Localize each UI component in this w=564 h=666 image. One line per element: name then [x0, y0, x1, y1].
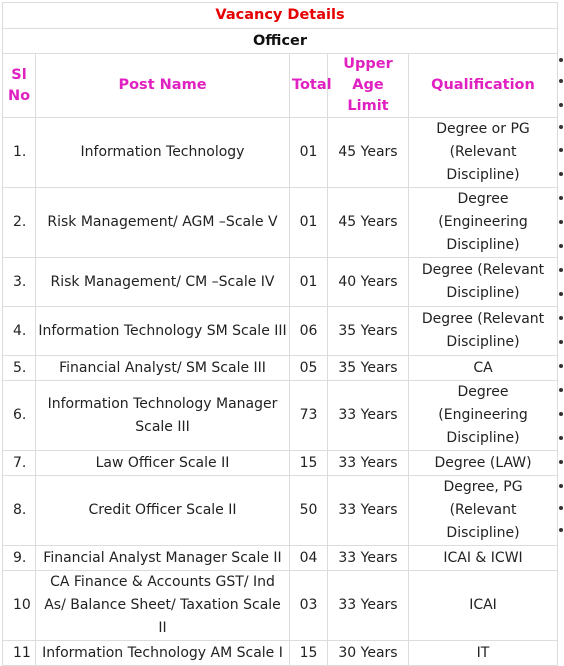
cell-total: 01 — [289, 117, 328, 188]
bullet-dot — [559, 292, 563, 296]
cell-sl: 8. — [2, 475, 36, 546]
cell-qualification: Degree (LAW) — [407, 450, 559, 476]
table-row: 2. Risk Management/ AGM –Scale V 01 45 Year… — [2, 187, 559, 258]
cell-age-limit: 33 Years — [327, 380, 409, 451]
cell-post-name: Credit Officer Scale II — [35, 475, 290, 546]
bullet-dot — [559, 316, 563, 320]
bullet-dot — [559, 268, 563, 272]
title-row: Vacancy Details — [1, 2, 559, 29]
cell-total: 04 — [289, 545, 328, 571]
table-row: 9. Financial Analyst Manager Scale II 04 33… — [2, 545, 559, 571]
cell-age-limit: 35 Years — [327, 355, 409, 381]
cell-sl: 4. — [2, 306, 36, 356]
cell-qualification: Degree, PG (Relevant Discipline) — [407, 475, 559, 546]
cell-qualification: IT — [407, 640, 559, 666]
cell-sl: 2. — [2, 187, 36, 258]
bullet-dot — [559, 244, 563, 248]
cell-total: 03 — [289, 570, 328, 641]
cell-total: 01 — [289, 257, 328, 307]
table-row: 8. Credit Officer Scale II 50 33 Years Degre… — [2, 475, 559, 546]
header-row: Sl No Post Name Total Upper Age Limit Qu… — [2, 53, 559, 118]
bullet-dot — [559, 148, 563, 152]
cell-qualification: ICAI — [407, 570, 559, 641]
cell-qualification: Degree (Relevant Discipline) — [407, 306, 559, 356]
cell-post-name: Information Technology Manager Scale III — [35, 380, 290, 451]
header-sl: Sl No — [2, 53, 36, 118]
table-row: 3. Risk Management/ CM –Scale IV 01 40 Year… — [2, 257, 559, 307]
cell-sl: 7. — [2, 450, 36, 476]
cell-qualification: Degree (Relevant Discipline) — [407, 257, 559, 307]
table-row: 7. Law Officer Scale II 15 33 Years Degree (… — [2, 450, 559, 476]
cell-sl: 9. — [2, 545, 36, 571]
cell-age-limit: 30 Years — [327, 640, 409, 666]
cell-age-limit: 45 Years — [327, 187, 409, 258]
header-age: Upper Age Limit — [327, 53, 409, 118]
cell-qualification: Degree (Engineering Discipline) — [407, 380, 559, 451]
table-row: 11 Information Technology AM Scale I 15 30 … — [2, 640, 559, 666]
table-row: 5. Financial Analyst/ SM Scale III 05 35 Ye… — [2, 355, 559, 381]
cell-age-limit: 45 Years — [327, 117, 409, 188]
cell-age-limit: 35 Years — [327, 306, 409, 356]
table-title: Vacancy Details — [1, 2, 559, 29]
cell-post-name: Law Officer Scale II — [35, 450, 290, 476]
cell-sl: 10 — [2, 570, 36, 641]
header-post: Post Name — [35, 53, 290, 118]
bullet-dot — [559, 172, 563, 176]
bullet-dot — [559, 460, 563, 464]
bullet-dot — [559, 506, 563, 510]
table-row: 4. Information Technology SM Scale III 06 3… — [2, 306, 559, 356]
cell-post-name: Financial Analyst/ SM Scale III — [35, 355, 290, 381]
bullet-dot — [559, 103, 563, 107]
bullet-dot — [559, 528, 563, 532]
cell-total: 15 — [289, 450, 328, 476]
table-row: 1. Information Technology 01 45 Years Degree… — [2, 117, 559, 188]
cell-total: 06 — [289, 306, 328, 356]
bullet-dot — [559, 436, 563, 440]
bullet-dot — [559, 364, 563, 368]
bullet-dot — [559, 125, 563, 129]
cell-post-name: Information Technology AM Scale I — [35, 640, 290, 666]
bullet-dot — [559, 340, 563, 344]
header-total: Total — [289, 53, 332, 118]
cell-sl: 5. — [2, 355, 36, 381]
bullet-dot — [559, 412, 563, 416]
cell-sl: 1. — [2, 117, 36, 188]
bullet-dot — [559, 58, 563, 62]
cell-post-name: Financial Analyst Manager Scale II — [35, 545, 290, 571]
bullet-dot — [559, 196, 563, 200]
category-row: Officer — [1, 28, 559, 54]
cell-total: 15 — [289, 640, 328, 666]
bullet-dot — [559, 388, 563, 392]
bullet-dot — [559, 220, 563, 224]
cell-age-limit: 33 Years — [327, 545, 409, 571]
cell-qualification: Degree (Engineering Discipline) — [407, 187, 559, 258]
cell-post-name: Information Technology — [35, 117, 290, 188]
cell-age-limit: 33 Years — [327, 450, 409, 476]
table-row: 10 CA Finance & Accounts GST/ Ind As/ Bal… — [2, 570, 559, 641]
cell-sl: 6. — [2, 380, 36, 451]
category-label: Officer — [1, 28, 559, 54]
cell-total: 05 — [289, 355, 328, 381]
cell-sl: 11 — [2, 640, 36, 666]
cell-total: 01 — [289, 187, 328, 258]
cell-qualification: Degree or PG (Relevant Discipline) — [407, 117, 559, 188]
bullet-dot — [559, 484, 563, 488]
table-row: 6. Information Technology Manager Scale I… — [2, 380, 559, 451]
cell-post-name: Risk Management/ CM –Scale IV — [35, 257, 290, 307]
cell-sl: 3. — [2, 257, 36, 307]
cell-post-name: CA Finance & Accounts GST/ Ind As/ Balan… — [35, 570, 290, 641]
cell-total: 73 — [289, 380, 328, 451]
cell-qualification: CA — [407, 355, 559, 381]
cell-age-limit: 40 Years — [327, 257, 409, 307]
cell-total: 50 — [289, 475, 328, 546]
cell-post-name: Information Technology SM Scale III — [35, 306, 290, 356]
cell-age-limit: 33 Years — [327, 570, 409, 641]
header-qualification: Qualification — [407, 53, 559, 118]
cell-post-name: Risk Management/ AGM –Scale V — [35, 187, 290, 258]
bullet-dot — [559, 79, 563, 83]
cell-qualification: ICAI & ICWI — [407, 545, 559, 571]
cell-age-limit: 33 Years — [327, 475, 409, 546]
